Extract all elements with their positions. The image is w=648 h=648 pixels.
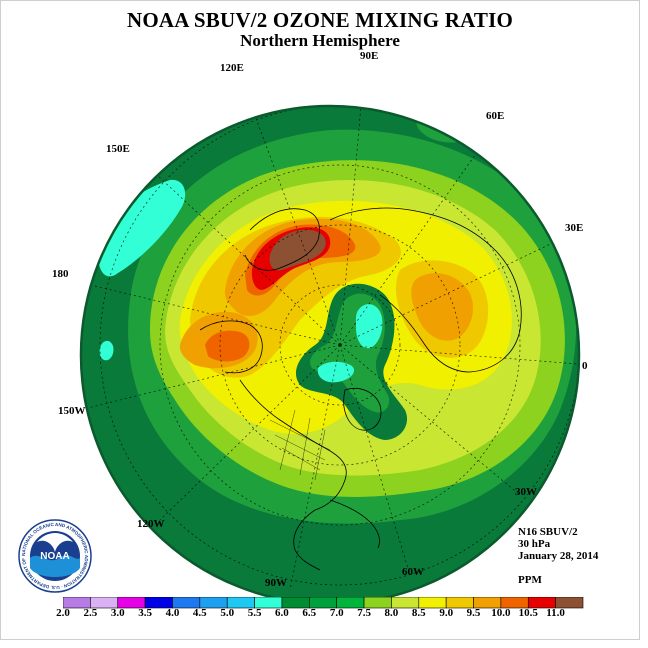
colorbar-tick-label: 8.5: [411, 607, 426, 619]
lon-label-180: 180: [52, 268, 69, 280]
colorbar-tick-label: 10.0: [491, 607, 511, 619]
date-label: January 28, 2014: [518, 550, 599, 562]
aqua-patch-small: [99, 340, 114, 361]
colorbar-tick-label: 9.0: [439, 607, 454, 619]
contour-band-dark-orange-left: [205, 330, 250, 362]
lon-label-90w: 90W: [265, 577, 287, 589]
lon-label-30w: 30W: [515, 486, 537, 498]
contour-band-orange-right: [411, 273, 473, 341]
colorbar-tick-label: 6.0: [275, 607, 289, 619]
coastline-north-america: [239, 379, 347, 571]
colorbar-tick-label: 5.0: [220, 607, 235, 619]
level-label: 30 hPa: [518, 538, 551, 550]
colorbar: [63, 597, 584, 609]
us-states-grid: [269, 409, 331, 481]
lon-label-60e: 60E: [486, 110, 505, 122]
colorbar-tick-label: 8.0: [384, 607, 399, 619]
lon-label-120e: 120E: [220, 62, 244, 74]
colorbar-tick-label: 11.0: [546, 607, 565, 619]
colorbar-tick-label: 5.5: [247, 607, 262, 619]
logo-text: NOAA: [40, 551, 69, 562]
coastline-alaska: [199, 320, 263, 374]
colorbar-tick-label: 2.5: [83, 607, 98, 619]
map-subtitle: Northern Hemisphere: [240, 31, 400, 50]
lon-label-0: 0: [582, 360, 588, 372]
instrument-label: N16 SBUV/2: [518, 526, 578, 538]
contour-band-brown: [269, 229, 326, 271]
figure-frame: [0, 0, 640, 640]
coastline-asia-east: [244, 208, 320, 271]
colorbar-tick-label: 6.5: [302, 607, 317, 619]
lon-label-90e: 90E: [360, 50, 379, 62]
lon-label-150w: 150W: [58, 405, 86, 417]
coastline-eurasia: [329, 207, 522, 373]
noaa-logo: NOAA NATIONAL OCEANIC AND ATMOSPHERIC AD…: [17, 518, 92, 593]
coastline-greenland: [343, 388, 382, 431]
lon-label-150e: 150E: [106, 143, 130, 155]
aqua-patch-pacific: [98, 179, 186, 277]
polar-vortex-aqua-2: [317, 361, 355, 383]
lon-label-30e: 30E: [565, 222, 584, 234]
polar-vortex-aqua-1: [355, 304, 383, 349]
coastline-caribbean: [329, 499, 380, 549]
colorbar-tick-label: 4.5: [192, 607, 207, 619]
units-label: PPM: [518, 574, 542, 586]
colorbar-tick-label: 10.5: [518, 607, 538, 619]
lon-label-60w: 60W: [402, 566, 424, 578]
map-title: NOAA SBUV/2 OZONE MIXING RATIO: [127, 8, 513, 32]
colorbar-tick-label: 7.5: [357, 607, 371, 619]
colorbar-tick-label: 3.5: [138, 607, 152, 619]
colorbar-tick-label: 2.0: [56, 607, 70, 619]
colorbar-tick-label: 4.0: [165, 607, 180, 619]
colorbar-cell: [555, 597, 584, 609]
colorbar-tick-label: 7.0: [329, 607, 344, 619]
colorbar-tick-label: 9.5: [466, 607, 481, 619]
colorbar-tick-label: 3.0: [110, 607, 125, 619]
lon-label-120w: 120W: [137, 518, 165, 530]
